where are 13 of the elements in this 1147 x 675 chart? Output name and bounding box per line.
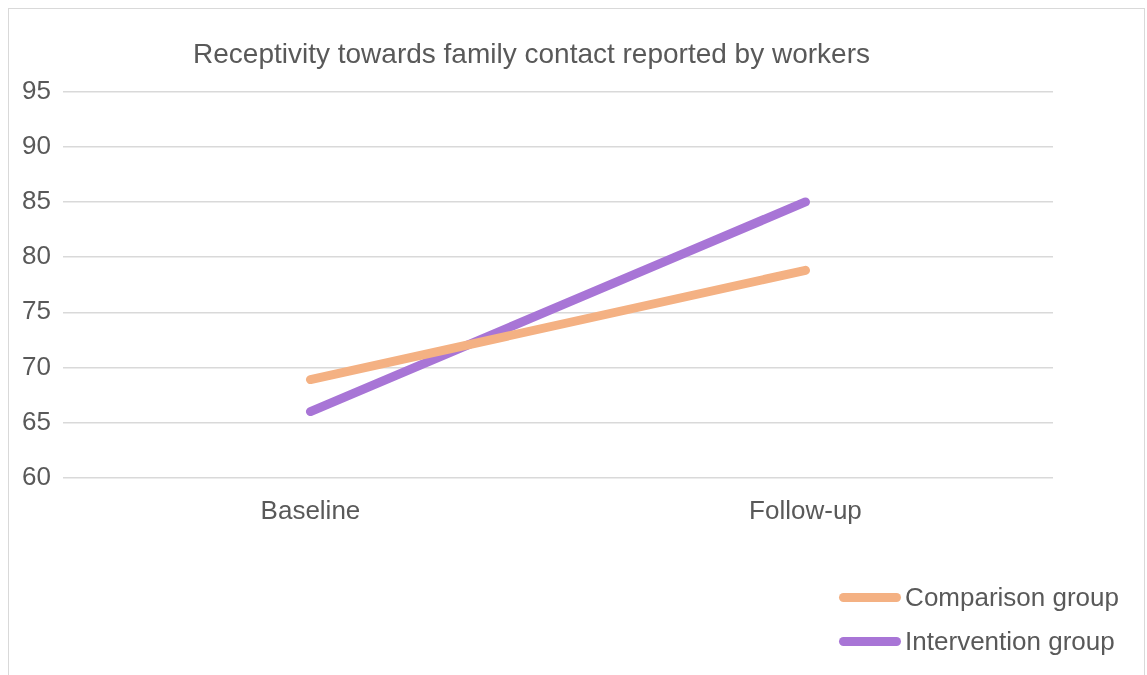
x-tick-label: Baseline	[260, 494, 361, 525]
x-tick-label: Follow-up	[749, 494, 862, 525]
legend-label: Intervention group	[905, 625, 1115, 657]
chart-title: Receptivity towards family contact reported by workers	[193, 37, 870, 69]
y-tick-label: 95	[22, 74, 51, 105]
y-tick-label: 65	[22, 405, 51, 436]
y-tick-label: 60	[22, 460, 51, 491]
y-tick-label: 80	[22, 240, 51, 271]
y-tick-label: 70	[22, 350, 51, 381]
legend-label: Comparison group	[905, 581, 1119, 613]
y-tick-label: 75	[22, 295, 51, 326]
y-tick-label: 85	[22, 185, 51, 216]
y-tick-label: 90	[22, 129, 51, 160]
